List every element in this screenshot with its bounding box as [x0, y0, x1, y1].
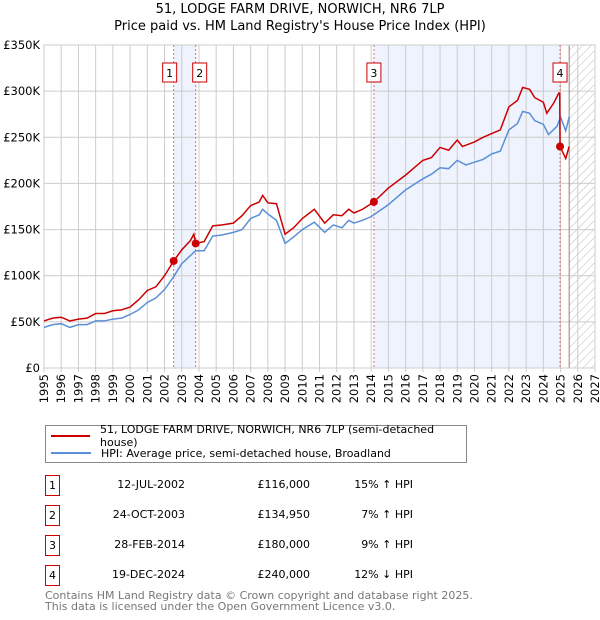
x-tick-label: 2020 [467, 374, 481, 403]
transaction-price: £180,000 [257, 538, 311, 551]
x-tick-label: 2012 [330, 374, 344, 403]
x-tick-label: 2002 [158, 374, 172, 403]
sale-marker-label: 3 [370, 67, 377, 80]
sale-marker-box [366, 62, 382, 83]
x-tick-label: 1999 [106, 374, 120, 403]
transaction-marker: 2 [45, 505, 60, 526]
transaction-hpi-diff: 7% ↑ HPI [361, 508, 413, 521]
y-tick-label: £250K [3, 130, 40, 144]
x-tick-label: 2027 [588, 374, 600, 403]
x-tick-label: 1996 [54, 374, 68, 403]
transaction-date: 24-OCT-2003 [112, 508, 185, 521]
x-tick-label: 2023 [519, 374, 533, 403]
y-tick-label: £300K [3, 84, 40, 98]
x-tick-label: 2003 [175, 374, 189, 403]
x-tick-label: 2026 [571, 374, 585, 403]
sale-point [556, 142, 565, 151]
shaded-range [373, 45, 561, 368]
x-tick-label: 1995 [37, 374, 51, 403]
transaction-date: 19-DEC-2024 [111, 568, 185, 581]
sale-marker-label: 1 [166, 67, 173, 80]
x-tick-label: 2013 [347, 374, 361, 403]
x-tick-label: 2022 [502, 374, 516, 403]
legend-item-hpi: HPI: Average price, semi-detached house,… [51, 445, 391, 461]
price-chart: 1995 1996 1997 1998 1999 2000 2001 2002 2003 2004… [3, 38, 600, 403]
transaction-price: £134,950 [257, 508, 311, 521]
x-tick-label: 1998 [89, 374, 103, 403]
shaded-range [173, 45, 196, 368]
transaction-price: £240,000 [257, 568, 311, 581]
x-tick-label: 2009 [278, 374, 292, 403]
x-tick-label: 2015 [381, 374, 395, 403]
x-tick-label: 2024 [536, 374, 550, 403]
transaction-row: 2 24-OCT-2003 £134,950 7% ↑ HPI [45, 505, 475, 526]
transaction-row: 1 12-JUL-2002 £116,000 15% ↑ HPI [45, 475, 475, 496]
y-tick-label: £50K [11, 315, 41, 329]
legend-label: 51, LODGE FARM DRIVE, NORWICH, NR6 7LP (… [100, 423, 435, 449]
sale-point [169, 256, 178, 265]
transaction-date: 28-FEB-2014 [114, 538, 185, 551]
sale-marker-box [162, 62, 178, 83]
transaction-marker: 1 [45, 475, 60, 496]
transaction-hpi-diff: 9% ↑ HPI [361, 538, 413, 551]
sale-marker-label: 4 [557, 67, 564, 80]
transaction-date: 12-JUL-2002 [117, 478, 185, 491]
footer-licence: This data is licensed under the Open Gov… [45, 600, 396, 613]
x-tick-label: 2011 [313, 374, 327, 403]
y-tick-label: £200K [3, 176, 40, 190]
x-tick-label: 2018 [433, 374, 447, 403]
sale-point [369, 197, 378, 206]
transaction-hpi-diff: 15% ↑ HPI [354, 478, 413, 491]
property-price-line [43, 86, 570, 322]
y-tick-label: £350K [3, 38, 40, 52]
legend-swatch-property [51, 435, 91, 437]
x-tick-label: 2005 [209, 374, 223, 403]
transaction-marker: 4 [45, 565, 60, 586]
x-tick-label: 2004 [192, 374, 206, 403]
legend-item-property: 51, LODGE FARM DRIVE, NORWICH, NR6 7LP (… [51, 423, 466, 449]
transaction-price: £116,000 [257, 478, 311, 491]
x-tick-label: 2006 [226, 374, 240, 403]
transaction-marker: 3 [45, 535, 60, 556]
transaction-row: 3 28-FEB-2014 £180,000 9% ↑ HPI [45, 535, 475, 556]
x-tick-label: 2010 [295, 374, 309, 403]
legend-label: HPI: Average price, semi-detached house,… [101, 446, 391, 460]
sale-marker-box [192, 62, 208, 83]
sale-marker-label: 2 [196, 67, 203, 80]
y-tick-label: £0 [25, 361, 40, 375]
x-tick-label: 2016 [399, 374, 413, 403]
transaction-row: 4 19-DEC-2024 £240,000 12% ↓ HPI [45, 565, 475, 586]
x-tick-label: 2007 [244, 374, 258, 403]
x-tick-label: 1997 [71, 374, 85, 403]
plot-frame [43, 44, 596, 369]
footer-copyright: Contains HM Land Registry data © Crown c… [45, 589, 473, 602]
y-tick-label: £100K [3, 269, 40, 283]
transaction-hpi-diff: 12% ↓ HPI [354, 568, 413, 581]
chart-subtitle: Price paid vs. HM Land Registry's House … [114, 19, 486, 34]
x-tick-label: 2008 [261, 374, 275, 403]
x-tick-label: 2019 [450, 374, 464, 403]
sale-marker-box [552, 62, 568, 83]
sale-point [191, 239, 200, 248]
x-tick-label: 2025 [554, 374, 568, 403]
x-tick-label: 2017 [416, 374, 430, 403]
x-tick-label: 2001 [140, 374, 154, 403]
chart-title: 51, LODGE FARM DRIVE, NORWICH, NR6 7LP [155, 2, 445, 17]
x-tick-label: 2000 [123, 374, 137, 403]
x-tick-label: 2021 [485, 374, 499, 403]
y-tick-label: £150K [3, 223, 40, 237]
legend: 51, LODGE FARM DRIVE, NORWICH, NR6 7LP (… [45, 423, 467, 463]
legend-swatch-hpi [51, 452, 91, 454]
forecast-hatch [569, 45, 595, 368]
hpi-line [43, 110, 570, 329]
x-tick-label: 2014 [364, 374, 378, 403]
